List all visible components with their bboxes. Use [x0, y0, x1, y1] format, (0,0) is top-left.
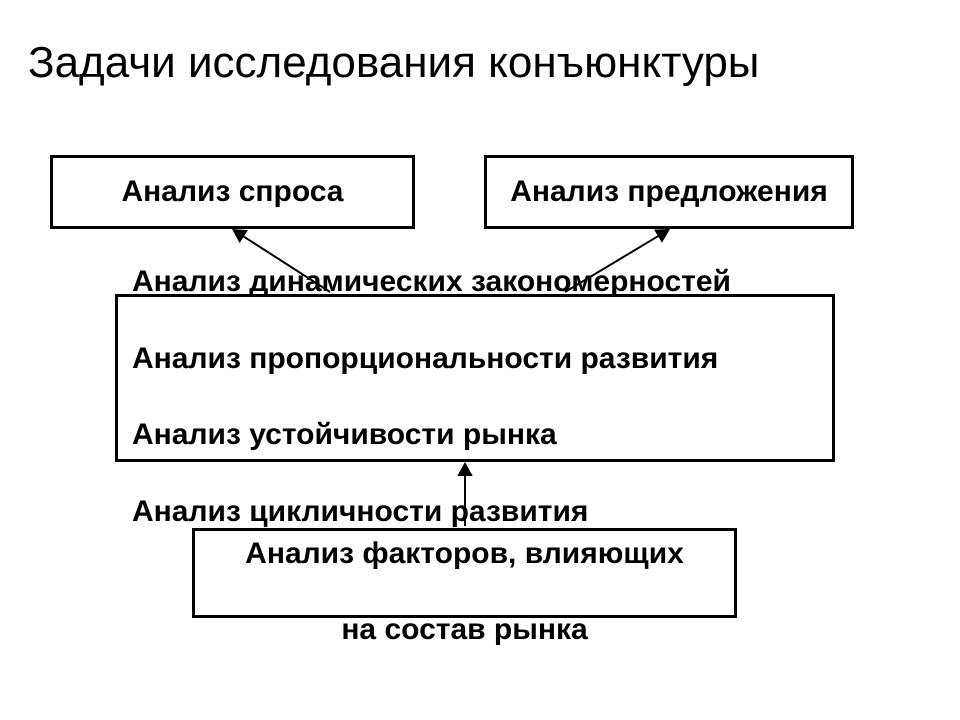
node-middle-line-1: Анализ динамических закономерностей	[132, 265, 731, 298]
node-demand: Анализ спроса	[50, 155, 415, 229]
node-middle-line-2: Анализ пропорциональности развития	[132, 342, 718, 375]
node-supply-label: Анализ предложения	[510, 175, 828, 209]
slide-title: Задачи исследования конъюнктуры	[28, 38, 759, 88]
node-middle-text: Анализ динамических закономерностей Анал…	[132, 224, 731, 531]
node-factors-text: Анализ факторов, влияющих на состав рынк…	[245, 496, 684, 650]
diagram-canvas: { "type": "flowchart", "background_color…	[0, 0, 960, 720]
node-demand-label: Анализ спроса	[121, 175, 343, 209]
node-middle-line-3: Анализ устойчивости рынка	[132, 418, 557, 451]
node-supply: Анализ предложения	[484, 155, 854, 229]
node-factors: Анализ факторов, влияющих на состав рынк…	[192, 528, 737, 618]
node-factors-line-2: на состав рынка	[341, 613, 587, 646]
node-middle: Анализ динамических закономерностей Анал…	[115, 294, 835, 462]
node-factors-line-1: Анализ факторов, влияющих	[245, 537, 684, 570]
